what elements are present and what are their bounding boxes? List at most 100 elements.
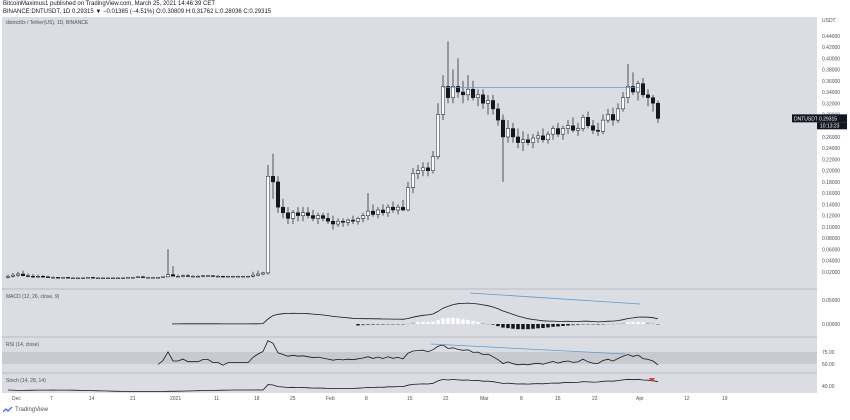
candle-body [476,94,480,98]
macd-histogram-bar [396,324,400,325]
macd-histogram-bar [471,321,475,324]
macd-line [172,302,659,325]
macd-histogram-bar [496,324,500,327]
macd-histogram-bar [436,320,440,324]
candle-body [616,108,620,121]
candle-body [246,276,250,278]
candle-body [156,277,160,279]
macd-histogram-bar [456,318,460,324]
last-price-value: 0.29315 [819,116,837,122]
time-tick-label: 22 [443,396,449,402]
candle-body [286,212,290,219]
candle-body [96,277,100,279]
macd-histogram-bar [601,324,605,325]
candle-body [81,277,85,279]
stoch-down-arrow-icon [649,378,655,382]
macd-histogram-bar [431,321,435,324]
candle-body [126,277,130,279]
macd-histogram-bar [446,317,450,324]
price-tick-label: 0.34000 [822,90,840,96]
time-tick-label: 14 [89,396,95,402]
candle-body [406,187,410,211]
price-tick-label: 0.02000 [822,270,840,276]
macd-histogram-bar [636,321,640,324]
price-tick-label: 0.36000 [822,79,840,85]
candle-body [491,100,495,110]
candle-body [516,136,520,143]
candle-body [16,273,20,276]
candle-body [101,277,105,279]
candle-body [181,275,185,277]
macd-histogram-bar [541,324,545,328]
candle-body [186,275,190,277]
candle-body [121,277,125,279]
candle-body [141,276,145,278]
rsi-legend: RSI (14, close) [6,342,39,348]
candle-body [621,97,625,110]
candle-body [471,88,475,98]
candle-body [26,275,30,277]
candle-body [21,273,25,276]
macd-histogram-bar [571,324,575,326]
candle-body [231,276,235,278]
stoch-line [7,378,659,392]
candle-body [66,277,70,279]
time-tick-label: 19 [722,396,728,402]
rsi-band [2,352,817,364]
candle-body [311,215,315,219]
macd-histogram-bar [581,324,585,325]
price-tick-label: 0.32000 [822,101,840,107]
candle-body [161,276,165,278]
price-tick-label: 0.16000 [822,191,840,197]
price-tick-label: 0.14000 [822,202,840,208]
candle-body [511,128,515,138]
candle-body [631,86,635,93]
candle-body [651,97,655,104]
rsi-tick-label: 50.00 [822,362,835,368]
macd-histogram-bar [421,321,425,324]
time-tick-label: Apr [636,396,644,402]
macd-histogram-bar [591,324,595,325]
macd-histogram-bar [586,324,590,325]
last-price-symbol: DNTUSDT [794,116,818,122]
candle-body [106,277,110,279]
macd-histogram-bar [536,324,540,329]
time-tick-label: 25 [290,396,296,402]
macd-histogram-bar [386,324,390,325]
time-tick-label: 8 [365,396,368,402]
candle-body [166,274,170,278]
time-tick-label: 2021 [170,396,181,402]
macd-histogram-bar [546,324,550,328]
macd-histogram-bar [651,323,655,324]
candle-body [326,218,330,222]
candle-body [266,176,270,274]
time-tick-label: 15 [555,396,561,402]
footer: TradingView [3,407,48,413]
publisher-line: BitcoinMaximus1 published on TradingView… [3,1,216,7]
last-change: 0.29315 ▼ −0.01385 (−4.51%) [72,9,155,15]
macd-histogram-bar [616,323,620,325]
time-tick-label: 7 [50,396,53,402]
macd-histogram-bar [551,324,555,327]
candle-body [481,94,485,104]
candle-body [11,274,15,277]
macd-histogram-bar [391,324,395,325]
candle-body [261,272,265,275]
candle-body [641,83,645,96]
macd-legend: MACD (12, 26, close, 9) [6,294,60,300]
macd-histogram-bar [631,322,635,324]
candle-body [381,209,385,214]
candle-body [401,206,405,211]
price-tick-label: 0.24000 [822,146,840,152]
macd-histogram-bar [566,324,570,326]
candle-body [391,206,395,211]
candle-body [431,156,435,171]
macd-histogram-bar [366,324,370,325]
candle-body [356,218,360,222]
candle-body [451,86,455,98]
candle-body [586,117,590,126]
candle-body [276,181,280,208]
candle-body [41,276,45,278]
price-tick-label: 0.04000 [822,259,840,265]
